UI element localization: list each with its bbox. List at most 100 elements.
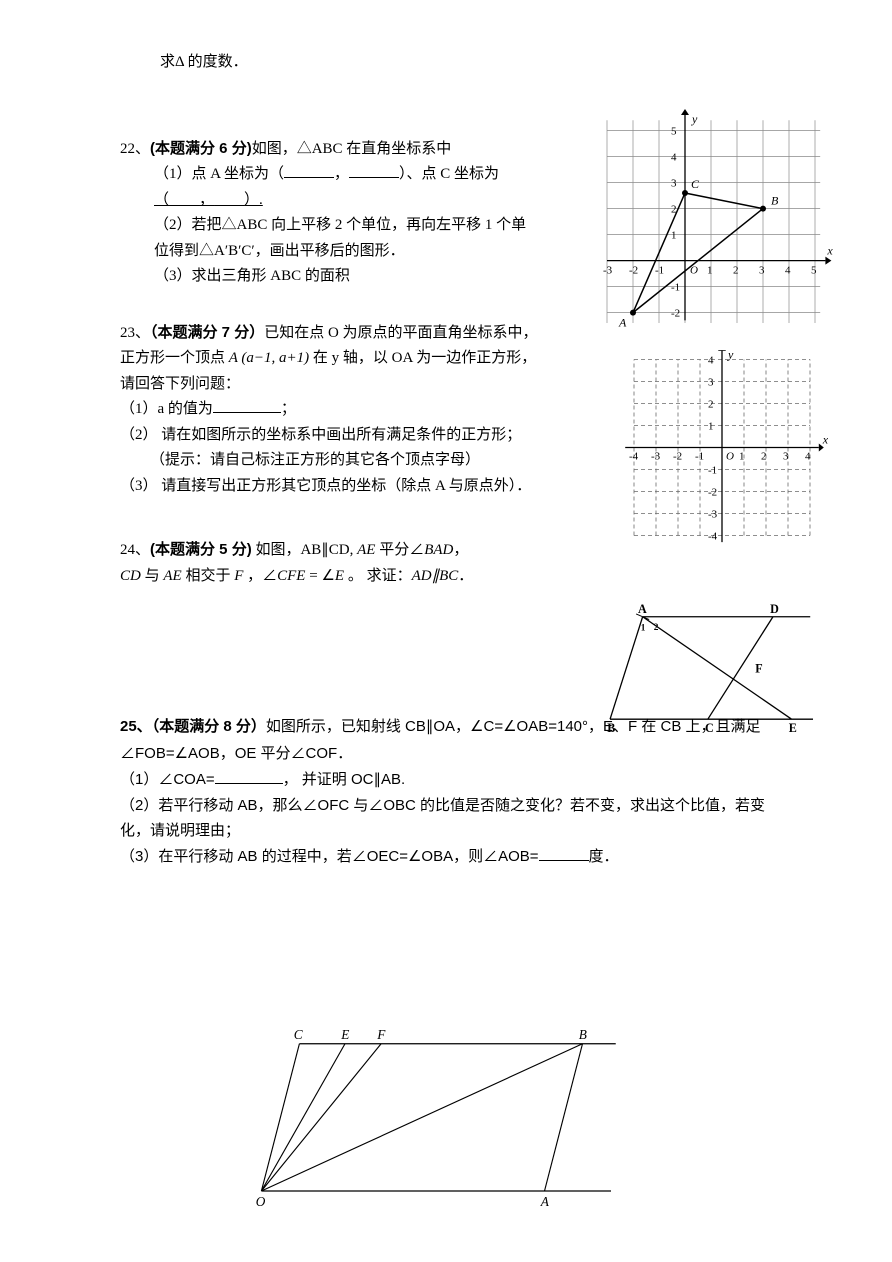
p24-2k: AD∥BC (412, 568, 459, 584)
p22-q1f: ）. (244, 192, 263, 208)
p22-bold: (本题满分 6 分) (150, 140, 252, 157)
p25-q2: （2）若平行移动 AB，那么∠OFC 与∠OBC 的比值是否随之变化？若不变，求… (120, 793, 780, 844)
svg-text:-2: -2 (671, 308, 680, 320)
svg-text:3: 3 (708, 377, 714, 389)
fragment-line: 求Δ 的度数． (160, 50, 802, 76)
p24-2f: ，∠ (243, 568, 277, 584)
svg-text:1: 1 (707, 265, 713, 277)
svg-text:D: D (770, 602, 779, 616)
p22-q1-line2: （ ， ）. (120, 188, 540, 214)
problem-23: 23、（本题满分 7 分）已知在点 O 为原点的平面直角坐标系中，正方形一个顶点… (120, 320, 540, 500)
p25-num: 25、 (120, 718, 152, 735)
svg-text:-2: -2 (629, 265, 638, 277)
svg-text:-4: -4 (708, 531, 718, 543)
p24-line2: CD 与 AE 相交于 F ，∠CFE = ∠E 。 求证：AD∥BC． (120, 564, 550, 590)
svg-text:F: F (376, 1027, 386, 1042)
p22-figure: -3-2-112345-2-112345OyxABC (597, 95, 842, 327)
p24-2c: AE (163, 568, 181, 584)
svg-text:2: 2 (733, 265, 739, 277)
p25-q1: （1）∠COA=， 并证明 OC∥AB. (120, 767, 780, 793)
svg-text:E: E (789, 721, 797, 735)
blank (215, 769, 283, 784)
blank (213, 398, 281, 413)
p24-2j: 。 求证： (344, 568, 412, 584)
blank (539, 846, 589, 861)
svg-text:4: 4 (671, 152, 677, 164)
svg-text:-2: -2 (673, 451, 682, 463)
svg-text:1: 1 (641, 624, 646, 634)
p24-tb: AE (357, 542, 375, 558)
svg-text:5: 5 (811, 265, 817, 277)
p24-ta: 如图，AB∥CD, (252, 542, 357, 558)
p25-q1b: ， 并证明 OC∥AB. (283, 771, 406, 788)
p24-2e: F (234, 568, 243, 584)
p24-2b: 与 (141, 568, 164, 584)
p24-line1: 24、(本题满分 5 分) 如图，AB∥CD, AE 平分∠BAD， (120, 537, 550, 564)
blank (284, 163, 334, 178)
p23-q3: （3） 请直接写出正方形其它顶点的坐标（除点 A 与原点外）． (120, 474, 540, 500)
svg-text:-1: -1 (708, 465, 717, 477)
svg-text:1: 1 (671, 230, 677, 242)
svg-text:O: O (726, 451, 734, 463)
p24-tc: 平分∠ (375, 542, 424, 558)
p24-2a: CD (120, 568, 141, 584)
svg-text:B: B (579, 1027, 587, 1042)
p25-figure: OCEFBA (230, 1020, 650, 1210)
svg-text:-1: -1 (695, 451, 704, 463)
svg-text:B: B (771, 194, 779, 208)
p22-q1d: （ (154, 192, 169, 208)
svg-text:A: A (638, 602, 647, 616)
svg-text:A: A (618, 316, 627, 327)
svg-text:C: C (294, 1027, 303, 1042)
p24-2h: = ∠ (305, 568, 334, 584)
svg-text:C: C (691, 177, 700, 191)
p22-q3: （3）求出三角形 ABC 的面积 (120, 264, 540, 290)
p24-num: 24、 (120, 542, 150, 558)
p23-q2b: （提示：请自己标注正方形的其它各个顶点字母） (120, 448, 540, 474)
svg-text:B: B (607, 721, 615, 735)
p25-q3b: 度． (589, 848, 619, 865)
svg-text:-3: -3 (708, 509, 718, 521)
p23-q1: （1）a 的值为 ； (120, 397, 540, 423)
p22-q1b: ， (334, 166, 349, 182)
svg-text:1: 1 (708, 421, 714, 433)
p24-2g: CFE (277, 568, 305, 584)
svg-text:3: 3 (783, 451, 789, 463)
p23-point: A (a−1, a+1) (229, 350, 309, 366)
p23-num: 23、 (120, 325, 150, 341)
svg-text:y: y (691, 112, 698, 126)
svg-text:F: F (755, 662, 762, 676)
svg-text:5: 5 (671, 126, 677, 138)
svg-text:-2: -2 (708, 487, 717, 499)
p24-te: ， (453, 542, 468, 558)
p22-q1e: ， (199, 192, 214, 208)
svg-text:2: 2 (654, 623, 659, 633)
svg-text:-3: -3 (651, 451, 661, 463)
p23-q1a: （1）a 的值为 (120, 401, 213, 417)
svg-text:4: 4 (708, 355, 714, 367)
svg-text:C: C (705, 721, 714, 735)
p22-q2: （2）若把△ABC 向上平移 2 个单位，再向左平移 1 个单位得到△A′B′C… (120, 213, 540, 264)
svg-text:E: E (340, 1027, 349, 1042)
problem-22: 22、(本题满分 6 分)如图，△ABC 在直角坐标系中 （1）点 A 坐标为（… (120, 136, 540, 290)
problem-24: 24、(本题满分 5 分) 如图，AB∥CD, AE 平分∠BAD， CD 与 … (120, 537, 550, 589)
p25-q3: （3）在平行移动 AB 的过程中，若∠OEC=∠OBA，则∠AOB= 度． (120, 844, 780, 870)
svg-text:-4: -4 (629, 451, 639, 463)
svg-text:4: 4 (785, 265, 791, 277)
problem-25: 25、（本题满分 8 分）如图所示，已知射线 CB∥OA，∠C=∠OAB=140… (120, 714, 780, 869)
svg-text:x: x (826, 244, 833, 258)
svg-text:-1: -1 (671, 282, 680, 294)
p22-q1c: ）、点 C 坐标为 (399, 166, 499, 182)
svg-text:3: 3 (671, 178, 677, 190)
p23-q1b: ； (281, 401, 296, 417)
p22-head: 22、(本题满分 6 分)如图，△ABC 在直角坐标系中 (120, 136, 540, 163)
p24-2d: 相交于 (182, 568, 235, 584)
svg-text:O: O (256, 1194, 266, 1209)
p25-q3a: （3）在平行移动 AB 的过程中，若∠OEC=∠OBA，则∠AOB= (120, 848, 539, 865)
svg-text:x: x (822, 433, 829, 447)
p22-num: 22、 (120, 141, 150, 157)
svg-text:-1: -1 (655, 265, 664, 277)
svg-text:y: y (727, 350, 734, 362)
p24-2l: ． (458, 568, 473, 584)
svg-text:4: 4 (805, 451, 811, 463)
